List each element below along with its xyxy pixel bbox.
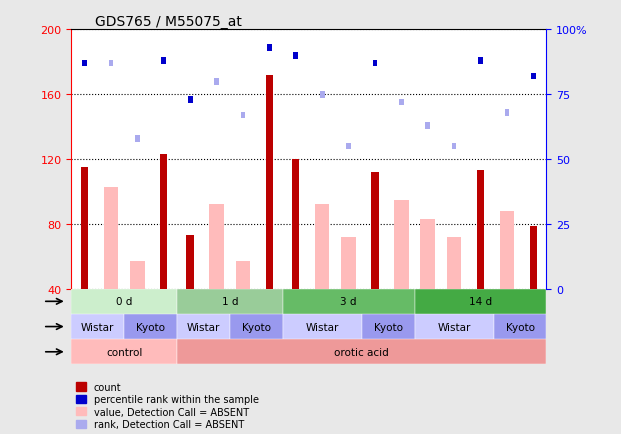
Text: Wistar: Wistar <box>81 322 114 332</box>
Bar <box>373 61 378 67</box>
Bar <box>160 155 168 289</box>
Text: GDS765 / M55075_at: GDS765 / M55075_at <box>95 15 242 30</box>
Bar <box>346 144 351 150</box>
Bar <box>214 79 219 85</box>
Bar <box>124 314 177 339</box>
Text: Kyoto: Kyoto <box>242 322 271 332</box>
Bar <box>494 314 546 339</box>
Bar <box>292 160 299 289</box>
Bar <box>209 205 224 289</box>
Bar <box>399 99 404 106</box>
Bar <box>530 226 537 289</box>
Bar <box>161 58 166 65</box>
Bar <box>415 289 546 314</box>
Bar <box>267 45 272 52</box>
Bar <box>71 289 177 314</box>
Legend: count, percentile rank within the sample, value, Detection Call = ABSENT, rank, : count, percentile rank within the sample… <box>76 382 259 429</box>
Bar <box>186 236 194 289</box>
Bar <box>420 220 435 289</box>
Bar <box>177 289 283 314</box>
Bar <box>477 171 484 289</box>
Bar <box>71 339 177 365</box>
Text: control: control <box>106 347 142 357</box>
Bar <box>531 74 536 80</box>
Bar <box>135 136 140 142</box>
Bar <box>415 314 494 339</box>
Text: Wistar: Wistar <box>187 322 220 332</box>
Bar <box>315 205 329 289</box>
Bar <box>130 262 145 289</box>
Text: Wistar: Wistar <box>437 322 471 332</box>
Text: Kyoto: Kyoto <box>136 322 165 332</box>
Bar <box>71 314 124 339</box>
Text: 1 d: 1 d <box>222 297 238 306</box>
Bar <box>104 187 118 289</box>
Text: Kyoto: Kyoto <box>374 322 402 332</box>
Bar <box>451 144 456 150</box>
Bar <box>320 92 325 98</box>
Bar <box>283 289 415 314</box>
Text: orotic acid: orotic acid <box>334 347 389 357</box>
Bar <box>236 262 250 289</box>
Bar <box>266 76 273 289</box>
Bar <box>177 314 230 339</box>
Bar <box>447 237 461 289</box>
Text: 14 d: 14 d <box>469 297 492 306</box>
Text: Kyoto: Kyoto <box>505 322 535 332</box>
Bar <box>230 314 283 339</box>
Bar <box>371 173 379 289</box>
Bar <box>177 339 546 365</box>
Bar <box>293 53 298 59</box>
Bar <box>81 168 88 289</box>
Text: 0 d: 0 d <box>116 297 132 306</box>
Bar <box>342 237 356 289</box>
Bar <box>504 110 509 116</box>
Bar <box>361 314 414 339</box>
Text: 3 d: 3 d <box>340 297 357 306</box>
Bar <box>500 211 514 289</box>
Bar <box>82 61 87 67</box>
Bar <box>394 200 409 289</box>
Bar <box>478 58 483 65</box>
Bar <box>188 97 193 103</box>
Bar <box>425 123 430 129</box>
Bar <box>109 61 114 67</box>
Bar <box>283 314 361 339</box>
Text: Wistar: Wistar <box>306 322 339 332</box>
Bar <box>240 112 245 119</box>
